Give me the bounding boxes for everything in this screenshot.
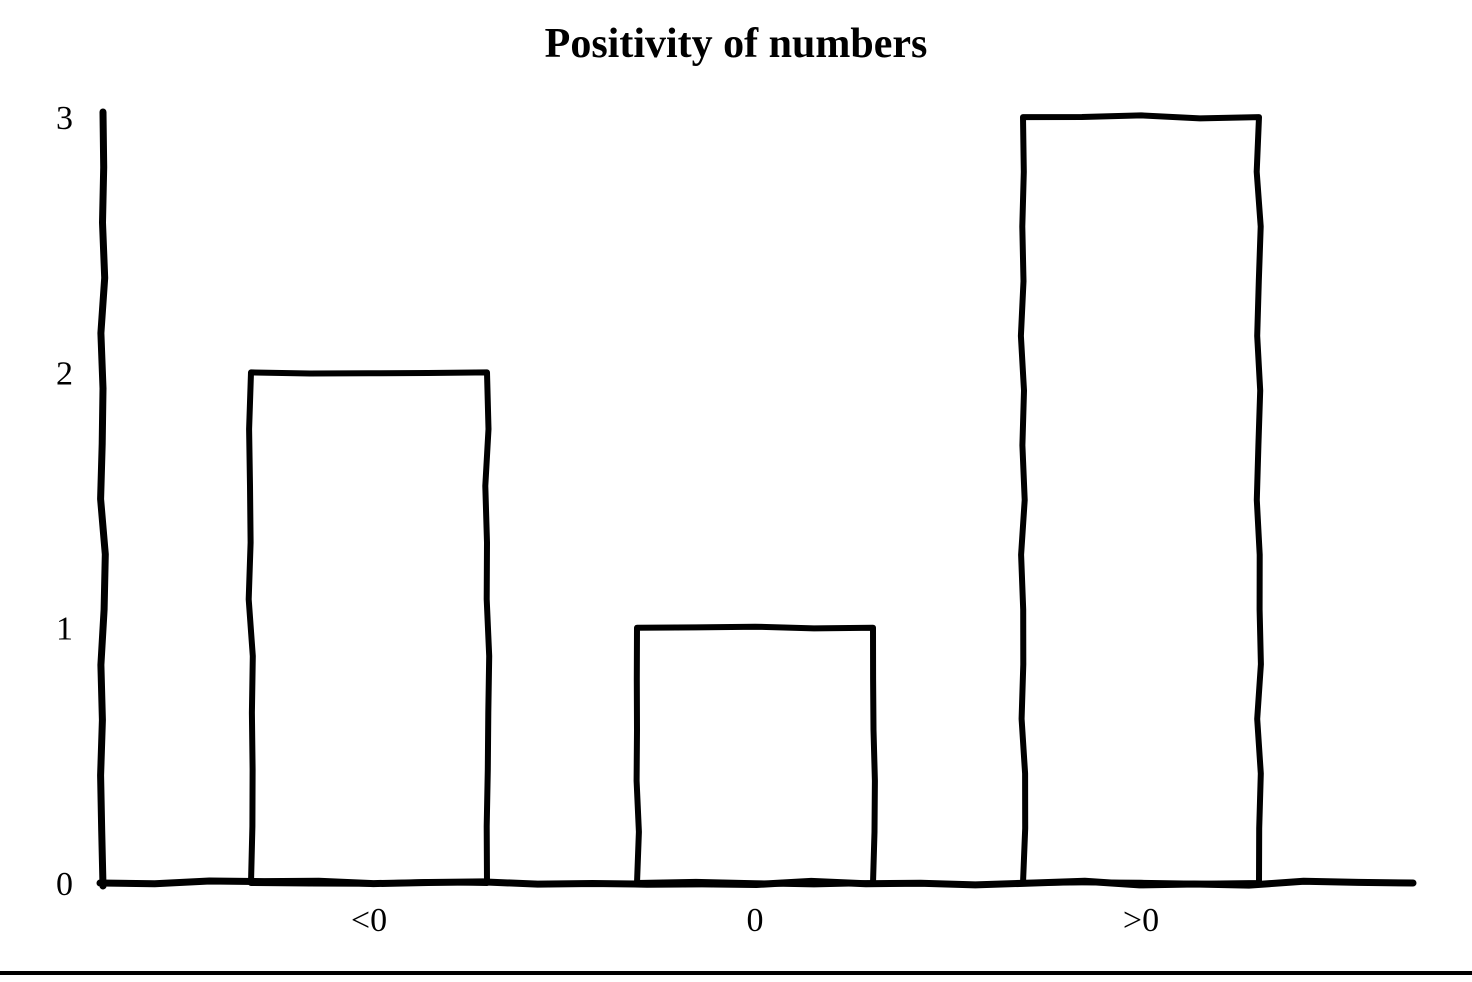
x-category-label: <0 (351, 902, 387, 939)
x-axis (96, 877, 1417, 889)
bar (1017, 112, 1264, 887)
chart-title: Positivity of numbers (544, 21, 928, 67)
x-category-label: >0 (1123, 902, 1159, 939)
bar (633, 623, 878, 888)
y-tick-label: 0 (56, 866, 73, 903)
y-tick-label: 1 (56, 611, 73, 648)
y-tick-label: 3 (56, 100, 73, 137)
bar (245, 369, 493, 887)
bottom-rule-divider (0, 971, 1472, 975)
y-axis (97, 108, 109, 890)
x-category-label: 0 (747, 902, 764, 939)
y-tick-label: 2 (56, 355, 73, 392)
